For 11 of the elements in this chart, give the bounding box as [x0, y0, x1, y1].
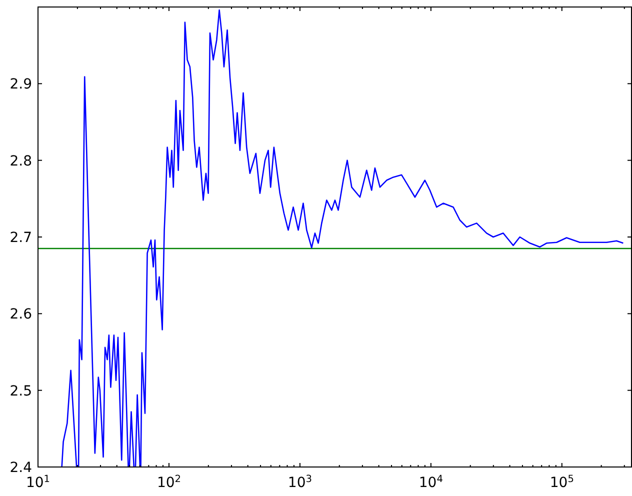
y-tick-label: 2.6 — [10, 306, 32, 323]
y-tick-label: 2.7 — [10, 230, 32, 246]
x-tick-label: 10$^{4}$ — [418, 474, 443, 491]
x-tick-label: 10$^{1}$ — [26, 474, 50, 491]
y-tick-label: 2.4 — [10, 460, 32, 476]
x-tick-label: 10$^{3}$ — [288, 474, 312, 491]
y-tick-label: 2.5 — [10, 383, 32, 400]
x-tick-label: 10$^{5}$ — [550, 474, 574, 491]
y-tick-label: 2.9 — [10, 76, 32, 93]
y-tick-label: 2.8 — [10, 153, 32, 170]
x-tick-label: 10$^{2}$ — [156, 474, 182, 491]
